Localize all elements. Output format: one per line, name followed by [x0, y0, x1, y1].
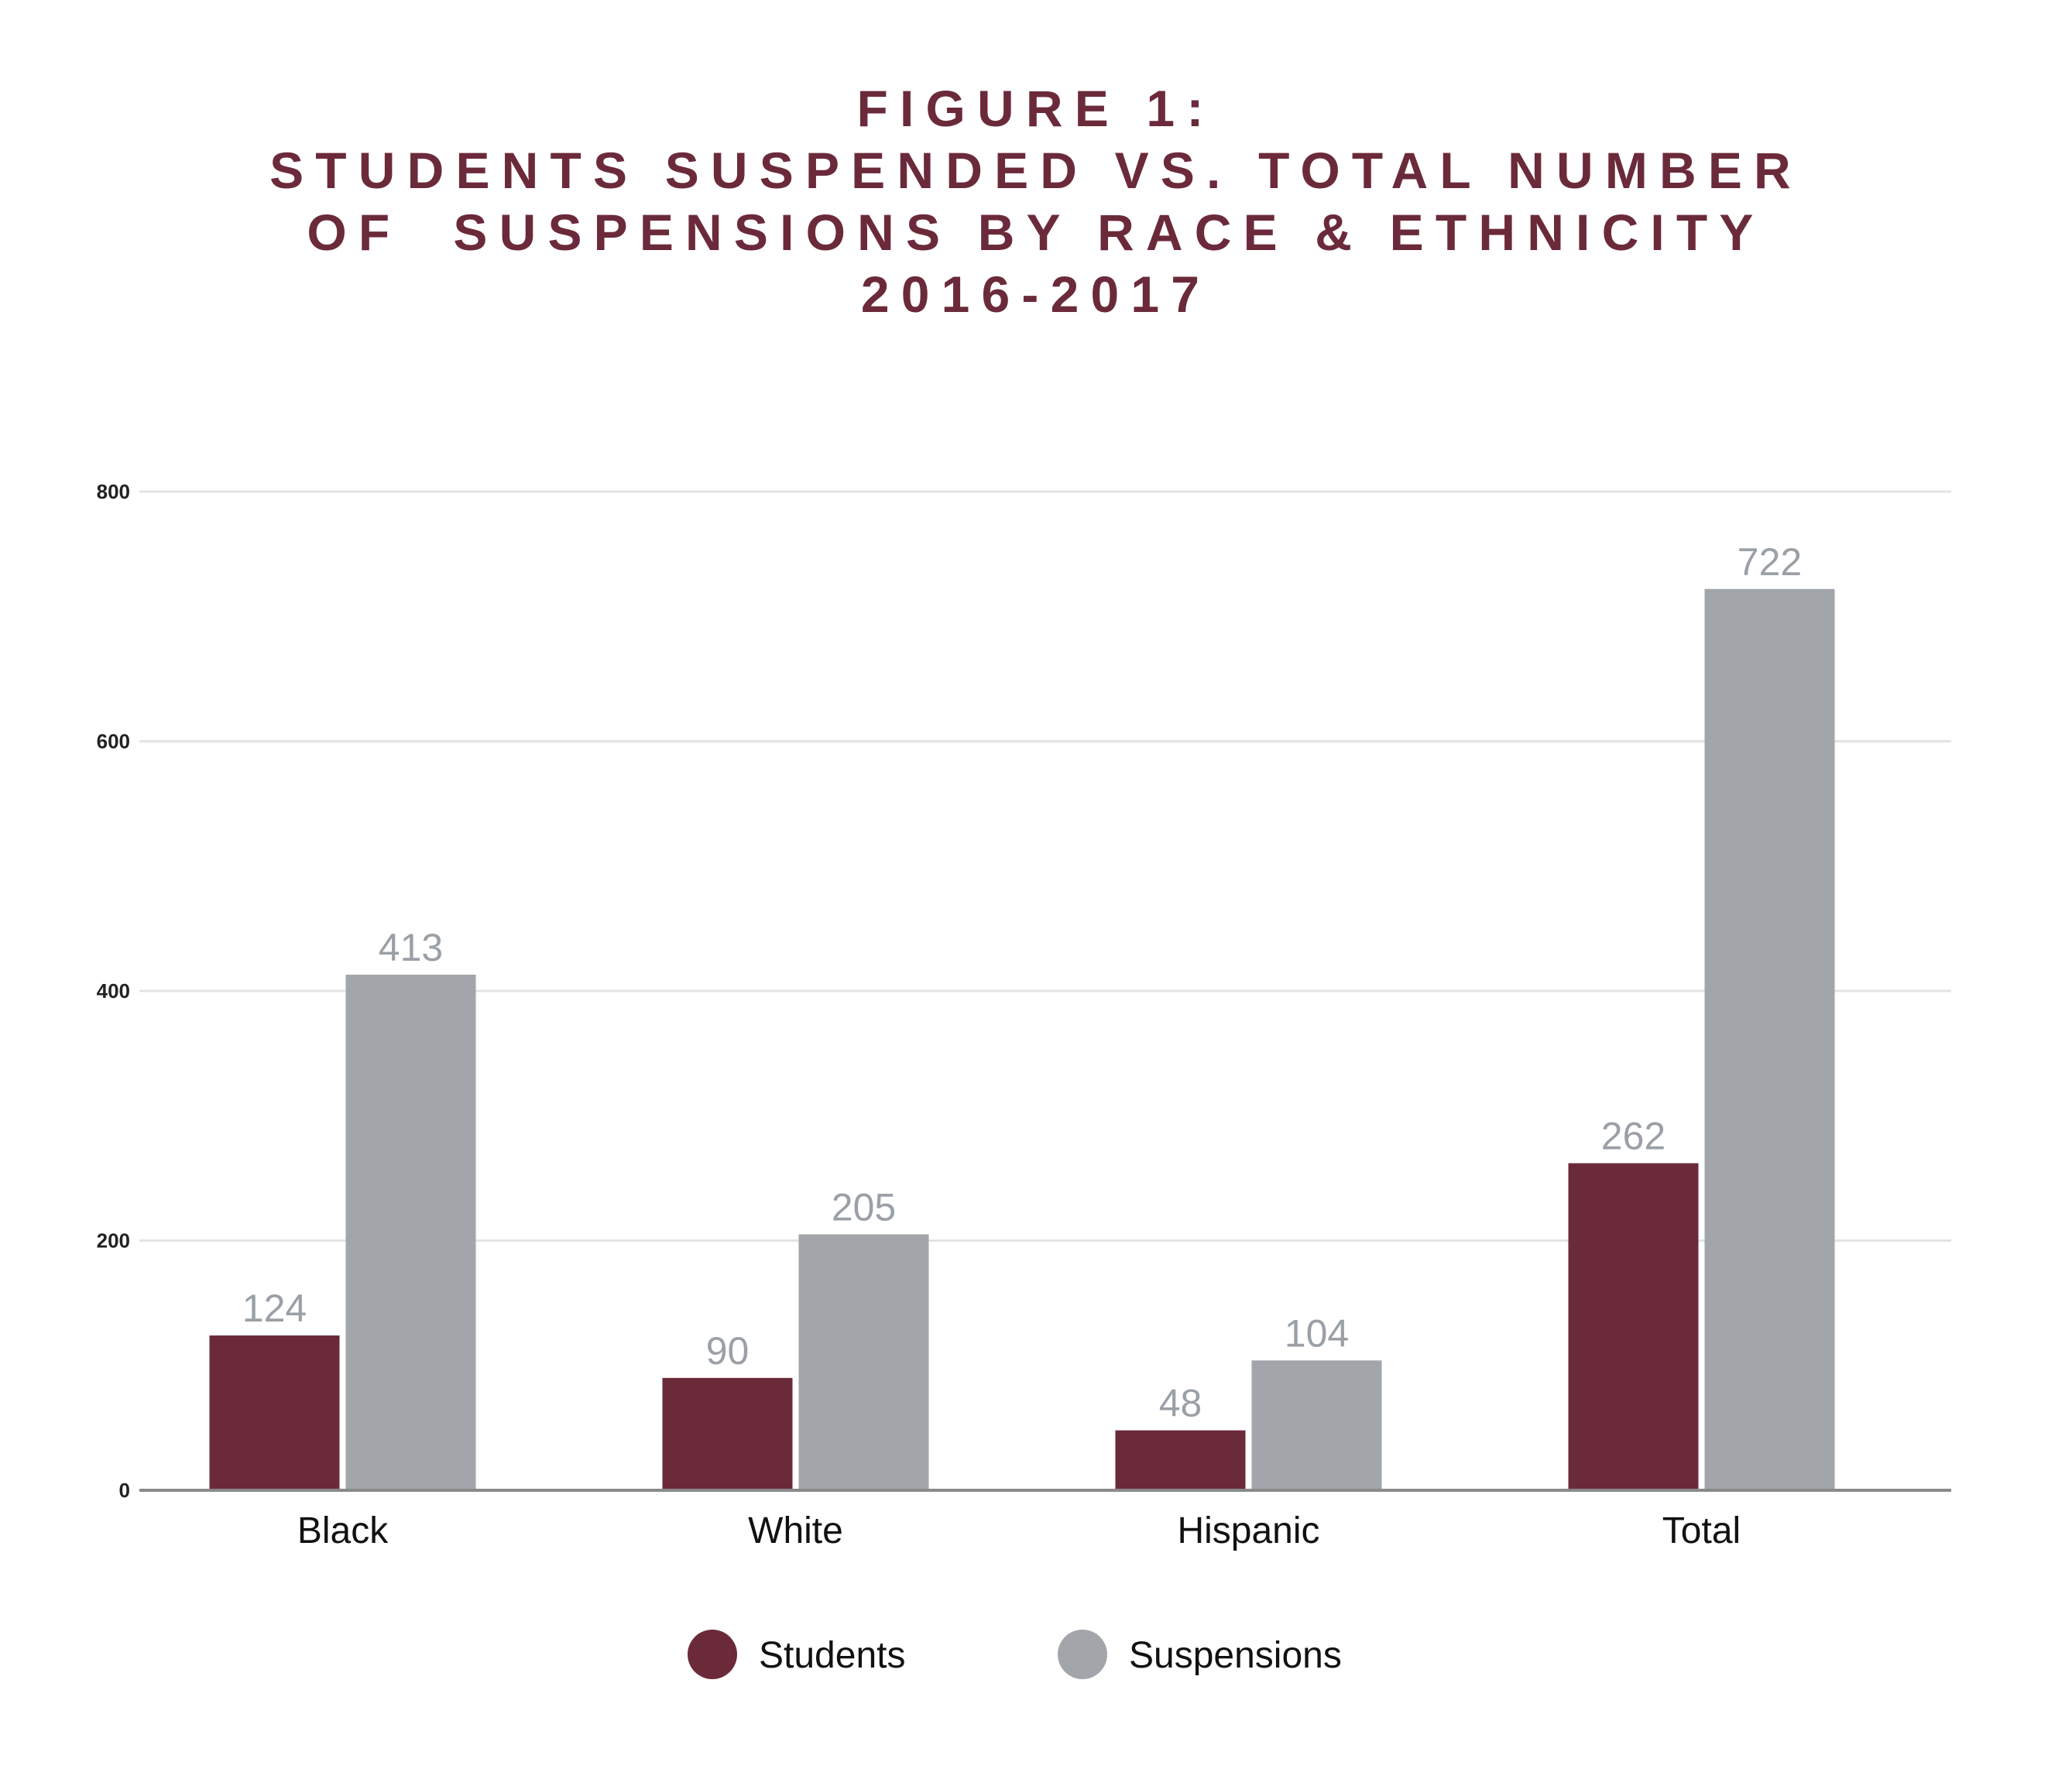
chart-subtitle-line-1: STUDENTS SUSPENDED VS. TOTAL NUMBER — [269, 142, 1803, 199]
axes: 0 200 400 600 800 Black White Hispanic Total — [97, 480, 1951, 1551]
chart-subtitle-line-2: OF SUSPENSIONS BY RACE & ETHNICITY — [307, 204, 1765, 261]
bar-students-white — [662, 1377, 793, 1490]
y-tick-label: 200 — [97, 1229, 130, 1253]
data-labels: 124 413 90 205 48 104 262 722 — [242, 540, 1802, 1425]
bar-suspensions-hispanic — [1251, 1360, 1382, 1490]
legend-label: Students — [759, 1635, 905, 1676]
chart-title-block: FIGURE 1: STUDENTS SUSPENDED VS. TOTAL N… — [0, 77, 2072, 325]
data-label: 90 — [706, 1329, 750, 1373]
data-label: 722 — [1738, 540, 1802, 584]
y-tick-label: 800 — [97, 480, 130, 503]
legend-swatch-students — [688, 1630, 737, 1679]
bar-suspensions-total — [1704, 588, 1835, 1490]
x-category-label: Total — [1662, 1510, 1741, 1551]
bar-students-black — [209, 1335, 340, 1490]
legend-label: Suspensions — [1129, 1635, 1342, 1676]
bar-suspensions-white — [798, 1234, 929, 1490]
x-category-label: Black — [297, 1510, 389, 1551]
bar-students-total — [1568, 1163, 1699, 1490]
data-label: 205 — [832, 1185, 896, 1229]
data-label: 413 — [379, 926, 443, 969]
data-label: 124 — [242, 1287, 307, 1330]
y-tick-label: 400 — [97, 979, 130, 1003]
bar-suspensions-black — [345, 975, 476, 1490]
y-tick-label: 0 — [119, 1479, 130, 1502]
legend-swatch-suspensions — [1058, 1630, 1107, 1679]
data-label: 48 — [1159, 1382, 1202, 1425]
data-label: 104 — [1285, 1311, 1349, 1355]
x-category-label: White — [748, 1510, 843, 1551]
data-label: 262 — [1601, 1115, 1665, 1158]
bar-students-hispanic — [1115, 1430, 1246, 1490]
x-category-label: Hispanic — [1177, 1510, 1319, 1551]
legend: Students Suspensions — [688, 1630, 1342, 1679]
chart-subtitle-line-3: 2016-2017 — [860, 266, 1212, 323]
chart-title: FIGURE 1: — [856, 80, 1216, 137]
y-tick-label: 600 — [97, 730, 130, 753]
bars — [209, 588, 1835, 1490]
